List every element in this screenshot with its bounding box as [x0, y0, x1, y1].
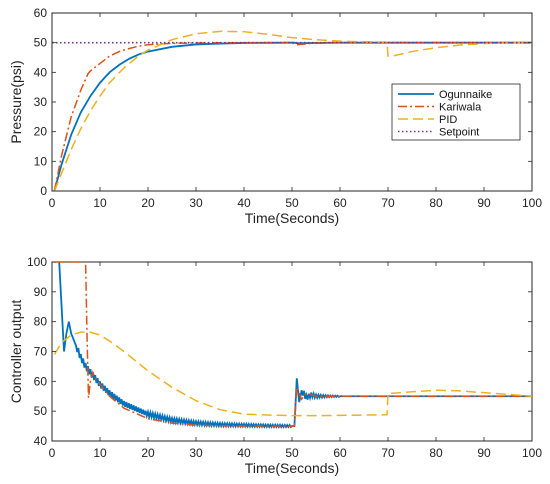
y-tick-label: 50 — [34, 36, 48, 50]
x-tick-label: 50 — [285, 196, 299, 210]
x-tick-label: 80 — [429, 446, 443, 460]
y-tick-label: 50 — [34, 404, 48, 418]
x-tick-label: 90 — [477, 446, 491, 460]
x-tick-label: 50 — [285, 446, 299, 460]
y-tick-label: 100 — [27, 255, 47, 269]
series-line-pid — [53, 331, 532, 417]
x-tick-label: 30 — [189, 446, 203, 460]
pressure-y-axis-label: Pressure(psi) — [8, 60, 24, 143]
series-line-pid — [53, 30, 532, 191]
y-tick-label: 40 — [34, 65, 48, 79]
legend-label-kariwala: Kariwala — [439, 102, 482, 114]
x-tick-label: 90 — [477, 196, 491, 210]
pressure-axis-ticks: 0 10 20 30 40 50 60 70 80 90 100 0 10 20 30 40 50 60 — [34, 6, 543, 210]
legend-label-ogunnaike: Ogunnaike — [439, 89, 492, 101]
x-tick-label: 0 — [49, 196, 56, 210]
x-tick-label: 10 — [93, 196, 107, 210]
y-tick-label: 30 — [34, 95, 48, 109]
x-tick-label: 40 — [237, 196, 251, 210]
series-line-kariwala — [54, 262, 532, 427]
controller-output-axis-ticks: 0 10 20 30 40 50 60 70 80 90 100 40 50 60 70 80 90 100 — [27, 255, 542, 460]
x-tick-label: 10 — [93, 446, 107, 460]
controller-output-panel: 0 10 20 30 40 50 60 70 80 90 100 40 50 60 70 80 90 100 Ti… — [8, 255, 542, 476]
x-tick-label: 80 — [429, 196, 443, 210]
y-tick-label: 60 — [34, 6, 48, 20]
pressure-x-axis-label: Time(Seconds) — [245, 210, 339, 226]
pressure-panel: 0 10 20 30 40 50 60 70 80 90 100 0 10 20 30 40 50 60 Time… — [8, 6, 542, 226]
y-tick-label: 80 — [34, 315, 48, 329]
x-tick-label: 20 — [141, 196, 155, 210]
x-tick-label: 40 — [237, 446, 251, 460]
x-tick-label: 0 — [49, 446, 56, 460]
y-tick-label: 70 — [34, 345, 48, 359]
x-tick-label: 100 — [522, 196, 542, 210]
controller-output-y-axis-label: Controller output — [8, 300, 24, 404]
pressure-series — [52, 30, 532, 191]
y-tick-label: 90 — [34, 285, 48, 299]
y-tick-label: 20 — [34, 125, 48, 139]
x-tick-label: 100 — [522, 446, 542, 460]
x-tick-label: 70 — [381, 446, 395, 460]
x-tick-label: 60 — [333, 446, 347, 460]
y-tick-label: 40 — [34, 434, 48, 448]
x-tick-label: 60 — [333, 196, 347, 210]
x-tick-label: 30 — [189, 196, 203, 210]
y-tick-label: 0 — [40, 184, 47, 198]
x-tick-label: 70 — [381, 196, 395, 210]
legend-label-pid: PID — [439, 114, 457, 126]
controller-output-x-axis-label: Time(Seconds) — [245, 460, 339, 476]
y-tick-label: 10 — [34, 154, 48, 168]
y-tick-label: 60 — [34, 374, 48, 388]
legend-label-setpoint: Setpoint — [439, 127, 479, 139]
x-tick-label: 20 — [141, 446, 155, 460]
controller-output-series — [53, 262, 532, 429]
